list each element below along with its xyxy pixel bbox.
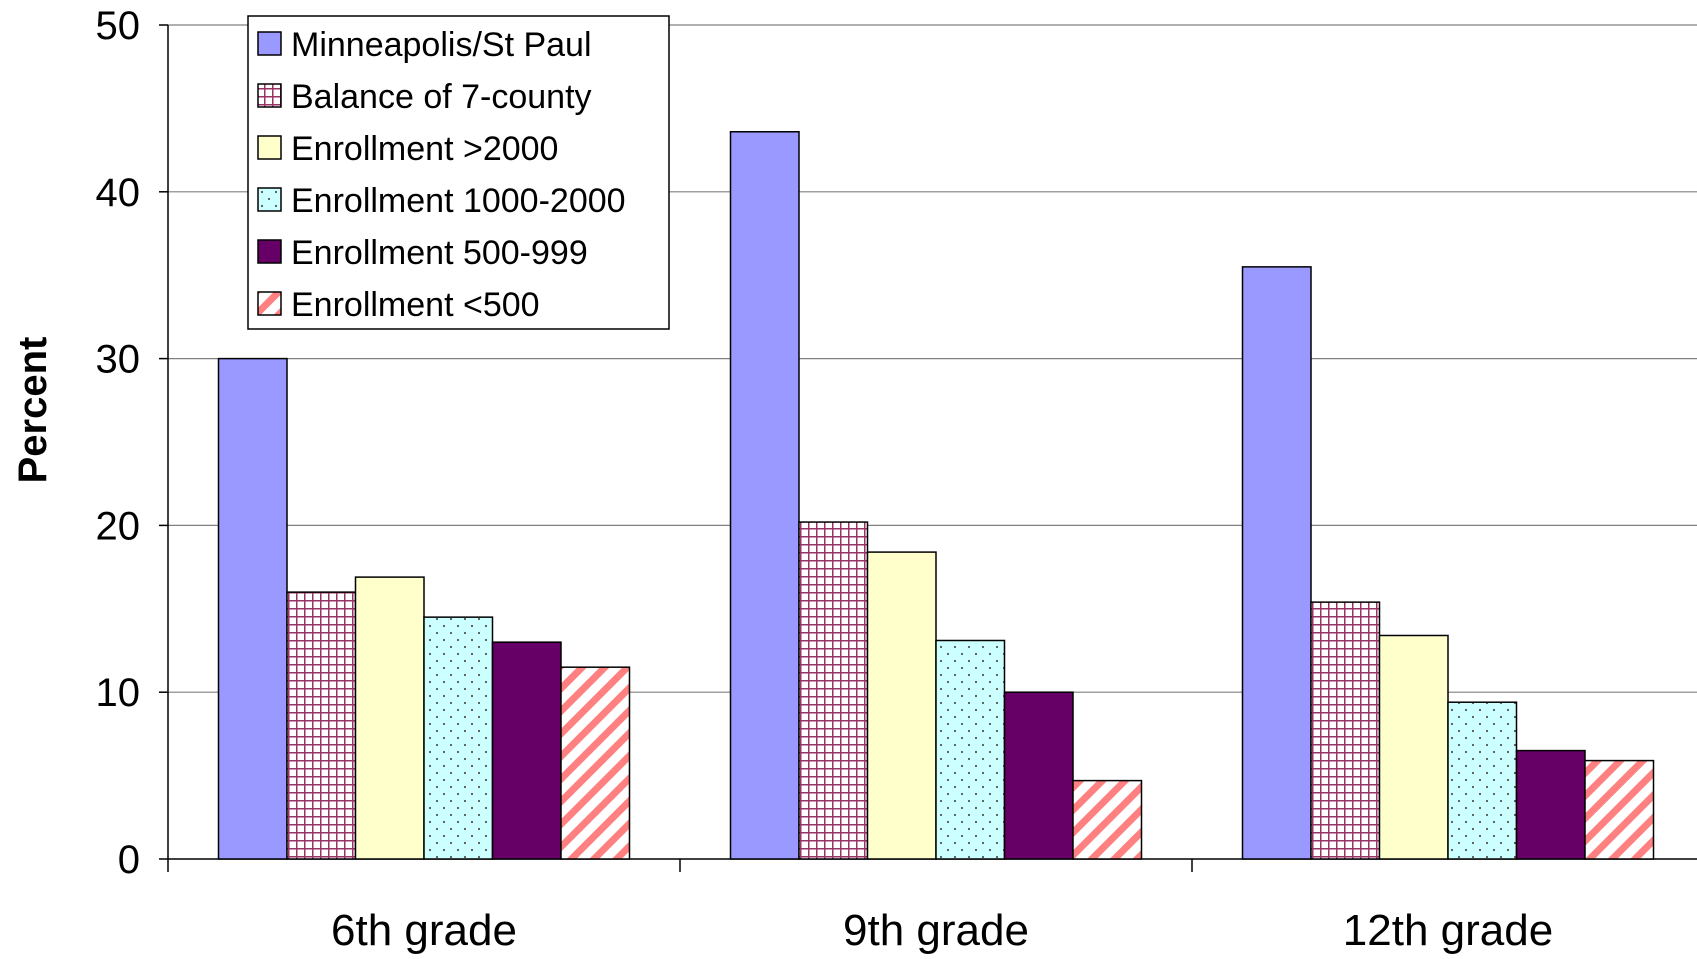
bar (491, 641, 562, 860)
x-tick-label: 6th grade (331, 906, 517, 955)
legend-label: Enrollment >2000 (291, 130, 558, 168)
bar (1584, 759, 1655, 860)
bar (286, 591, 357, 860)
legend-swatch (257, 291, 282, 316)
bar (1003, 691, 1074, 860)
bar (1241, 266, 1312, 860)
x-tick-label: 12th grade (1343, 906, 1553, 955)
legend-swatch (257, 31, 282, 56)
legend-swatch (257, 135, 282, 160)
x-axis-labels: 6th grade 9th grade 12th grade (167, 859, 1553, 955)
legend-swatch (257, 187, 282, 212)
legend-label: Minneapolis/St Paul (291, 26, 592, 64)
bar (729, 131, 800, 860)
legend-label: Enrollment 500-999 (291, 234, 588, 272)
bar (1378, 634, 1449, 860)
bar (354, 576, 425, 860)
bars (217, 131, 1655, 860)
bar (423, 616, 494, 860)
bar (1515, 749, 1586, 860)
bar (217, 357, 288, 860)
y-tick-label: 50 (96, 4, 141, 48)
y-axis-ticks: 0 10 20 30 40 50 (96, 4, 168, 882)
y-tick-label: 10 (96, 671, 141, 715)
bar (1447, 701, 1518, 860)
legend-label: Enrollment 1000-2000 (291, 182, 626, 220)
bar (866, 551, 937, 860)
legend-box (247, 15, 670, 330)
bar (798, 521, 869, 860)
bar (1310, 601, 1381, 860)
y-axis-title: Percent (11, 337, 55, 484)
legend-swatch (257, 239, 282, 264)
x-tick-label: 9th grade (843, 906, 1029, 955)
legend-label: Enrollment <500 (291, 286, 540, 324)
legend-label: Balance of 7-county (291, 78, 592, 116)
y-tick-label: 20 (96, 504, 141, 548)
legend: Minneapolis/St Paul Balance of 7-county En… (247, 15, 670, 330)
y-tick-label: 40 (96, 171, 141, 215)
bar (935, 639, 1006, 860)
y-tick-label: 30 (96, 338, 141, 382)
bar (1072, 779, 1143, 860)
legend-swatch (257, 83, 282, 108)
bar (560, 666, 631, 860)
y-tick-label: 0 (118, 838, 140, 882)
